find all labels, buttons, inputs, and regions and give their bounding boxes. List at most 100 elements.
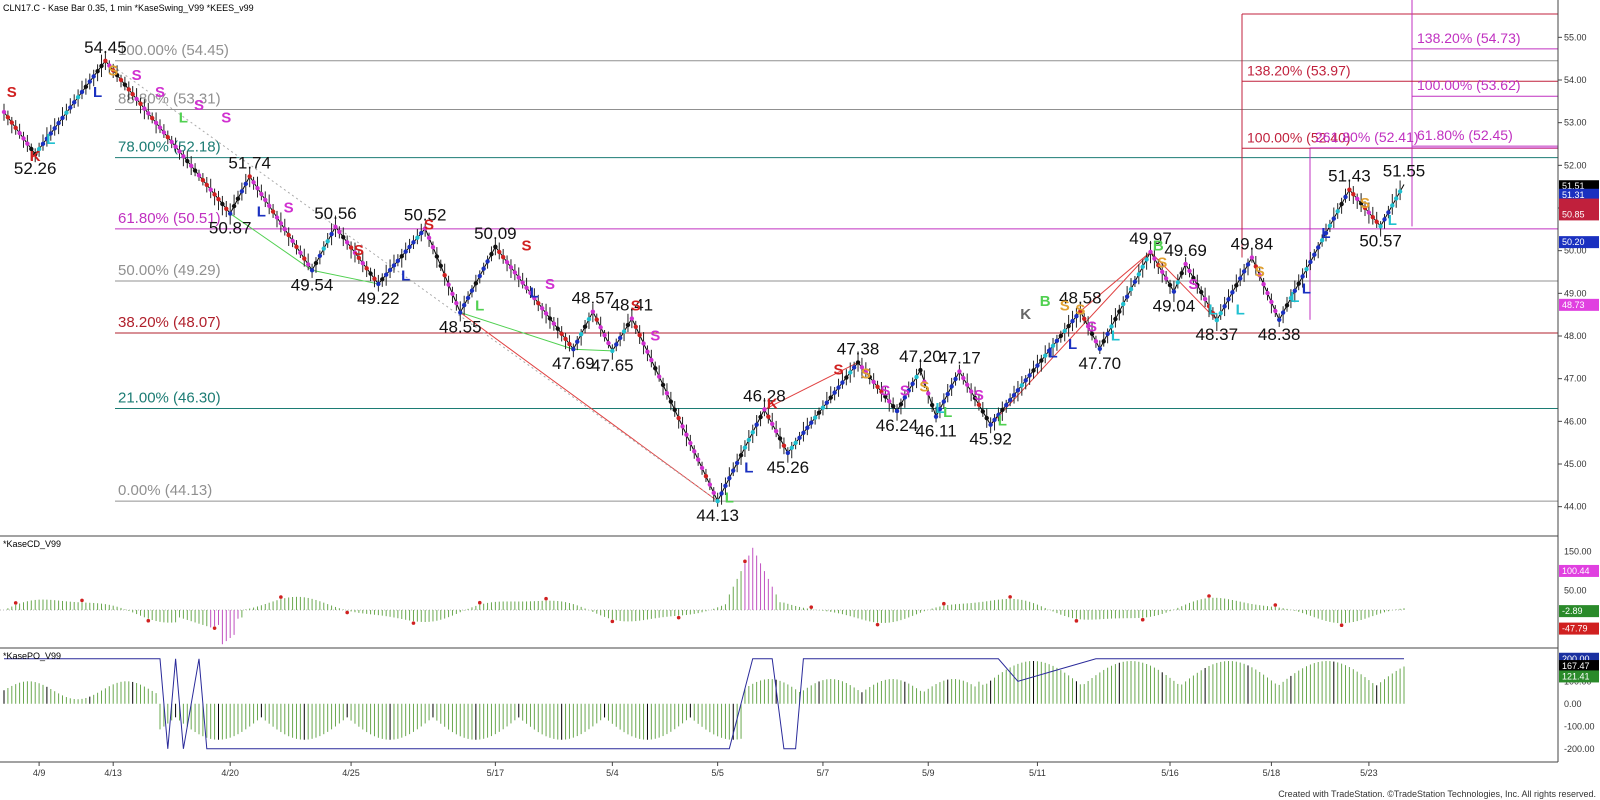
kasepo-panel[interactable] (3, 658, 1405, 750)
trend-line (990, 251, 1151, 426)
price-bar-dot (181, 154, 186, 159)
cd-peak-dot (610, 619, 615, 624)
price-bar-dot (504, 259, 510, 265)
swing-marker: B (1040, 293, 1051, 310)
price-bar-dot (805, 425, 810, 430)
price-bar-dot (816, 410, 822, 415)
price-bar-dot (926, 391, 931, 396)
price-bar-dot (450, 291, 455, 297)
price-bar-dot (1179, 270, 1184, 276)
price-bar-dot (290, 238, 295, 244)
price-bar-dot (477, 273, 482, 279)
price-bar-dot (469, 288, 475, 293)
price-bar-dot (1031, 368, 1036, 373)
price-bar-dot (1035, 363, 1040, 368)
price-bar-dot (715, 498, 720, 504)
price-bar-dot (536, 300, 541, 306)
time-tick-label: 4/25 (342, 768, 360, 778)
price-bar-dot (352, 250, 358, 255)
price-bar-dot (1062, 328, 1067, 334)
price-tick-label: 49.00 (1564, 288, 1587, 298)
price-bar-dot (1074, 313, 1079, 319)
price-bar-dot (1331, 216, 1337, 221)
time-tick-label: 4/9 (33, 768, 46, 778)
price-bar-dot (110, 68, 116, 73)
price-bar-dot (17, 130, 22, 136)
swing-price-label: 49.97 (1129, 229, 1172, 248)
cd-peak-dot (875, 622, 880, 627)
price-bar-dot (1105, 331, 1110, 337)
price-bar-dot (668, 399, 674, 404)
price-bar-dot (196, 173, 202, 178)
swing-marker: L (1302, 280, 1311, 297)
price-bar-dot (419, 230, 424, 236)
price-bar-dot (1175, 280, 1181, 285)
price-bar-dot (547, 316, 553, 321)
price-bar-dot (953, 376, 958, 382)
price-bar-dot (138, 101, 143, 106)
price-tick-label: 47.00 (1564, 374, 1587, 384)
price-bar-dot (149, 115, 155, 121)
price-bar-dot (1183, 261, 1188, 267)
price-bar-dot (937, 406, 943, 412)
po-badge (1559, 660, 1599, 673)
swing-price-label: 52.26 (14, 159, 57, 178)
cd-peak-dot (80, 598, 84, 603)
kasecd-panel[interactable] (0, 547, 1405, 645)
price-bar-dot (305, 262, 311, 267)
price-bar-dot (493, 244, 498, 250)
swing-marker: S (545, 276, 555, 293)
price-bar-dot (348, 245, 354, 250)
price-bar-dot (578, 332, 584, 337)
price-bar-dot (1355, 196, 1360, 202)
swing-marker: S (1075, 302, 1085, 319)
price-bar-dot (25, 141, 30, 146)
price-panel[interactable]: 100.00% (54.45) 88.80% (53.31) 78.00% (52.… (1, 0, 1558, 525)
price-bar-dot (1046, 348, 1052, 353)
price-bar-dot (894, 408, 900, 414)
price-bar-dot (360, 260, 365, 266)
price-bar-dot (500, 254, 506, 260)
price-badge (1559, 236, 1599, 249)
price-bar-dot (227, 211, 233, 216)
price-badge-label: 50.20 (1562, 237, 1585, 247)
swing-marker: L (93, 84, 102, 101)
kasecd-title: *KaseCD_V99 (3, 539, 61, 549)
price-bar-dot (1, 109, 7, 115)
swing-marker: S (974, 387, 984, 404)
time-tick-label: 5/18 (1263, 768, 1281, 778)
price-bar-dot (103, 58, 108, 63)
cd-peak-dot (279, 595, 283, 599)
price-bar-dot (563, 336, 568, 342)
price-bar-dot (465, 295, 471, 301)
price-bar-dot (146, 111, 151, 116)
price-bar-dot (341, 234, 346, 240)
swing-price-label: 54.45 (84, 38, 127, 57)
price-bar-dot (1308, 259, 1313, 265)
price-bar-dot (738, 453, 744, 458)
cd-badge (1559, 622, 1599, 635)
price-bar-dot (1323, 230, 1329, 236)
price-tick-label: 44.00 (1564, 502, 1587, 512)
price-bar-dot (750, 430, 755, 435)
price-bar-dot (1206, 303, 1212, 309)
price-bar-dot (949, 384, 954, 389)
price-bar-dot (653, 366, 658, 371)
price-bar-dot (1163, 276, 1169, 281)
price-bar-dot (660, 382, 666, 388)
price-bar-dot (153, 120, 159, 126)
price-bar-dot (497, 249, 502, 255)
price-bar-dot (637, 332, 642, 338)
price-bar-dot (1054, 338, 1060, 344)
price-bar-dot (142, 106, 147, 111)
price-bar-dot (539, 306, 545, 311)
price-bar-dot (875, 384, 880, 389)
price-bar-dot (902, 395, 908, 400)
price-bar-dot (711, 490, 716, 496)
price-bar-dot (1144, 257, 1149, 262)
price-bar-dot (617, 335, 623, 341)
price-bar-dot (731, 468, 736, 473)
cd-peak-dot (1074, 619, 1079, 623)
price-bar-dot (734, 460, 740, 466)
price-bar-dot (1319, 238, 1325, 243)
